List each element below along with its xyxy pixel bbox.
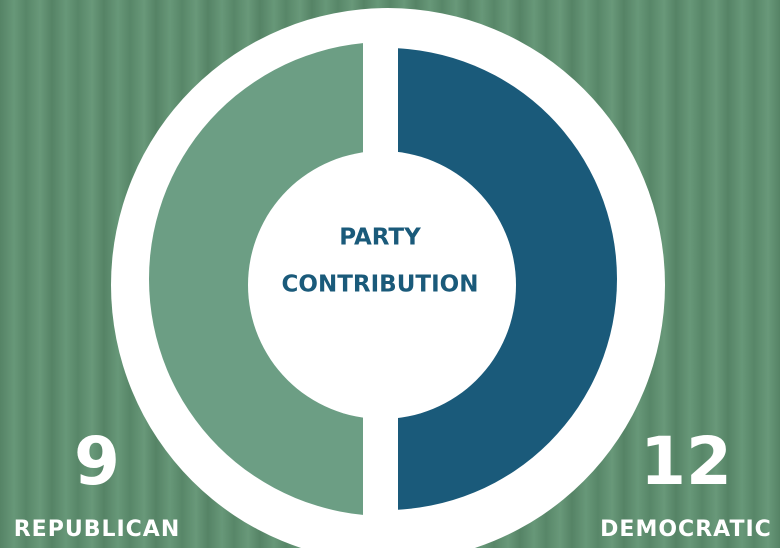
party-count: 12 bbox=[640, 423, 732, 500]
party-label: DEMOCRATIC bbox=[600, 517, 772, 542]
party-count: 9 bbox=[74, 423, 120, 500]
party-label: REPUBLICAN bbox=[14, 517, 181, 542]
center-title: PARTY bbox=[339, 225, 421, 251]
page: PARTY CONTRIBUTION 9 REPUBLICAN 12 DEMOC… bbox=[0, 0, 780, 548]
center-title: CONTRIBUTION bbox=[282, 272, 479, 298]
infographic: PARTY CONTRIBUTION 9 REPUBLICAN 12 DEMOC… bbox=[0, 0, 780, 548]
